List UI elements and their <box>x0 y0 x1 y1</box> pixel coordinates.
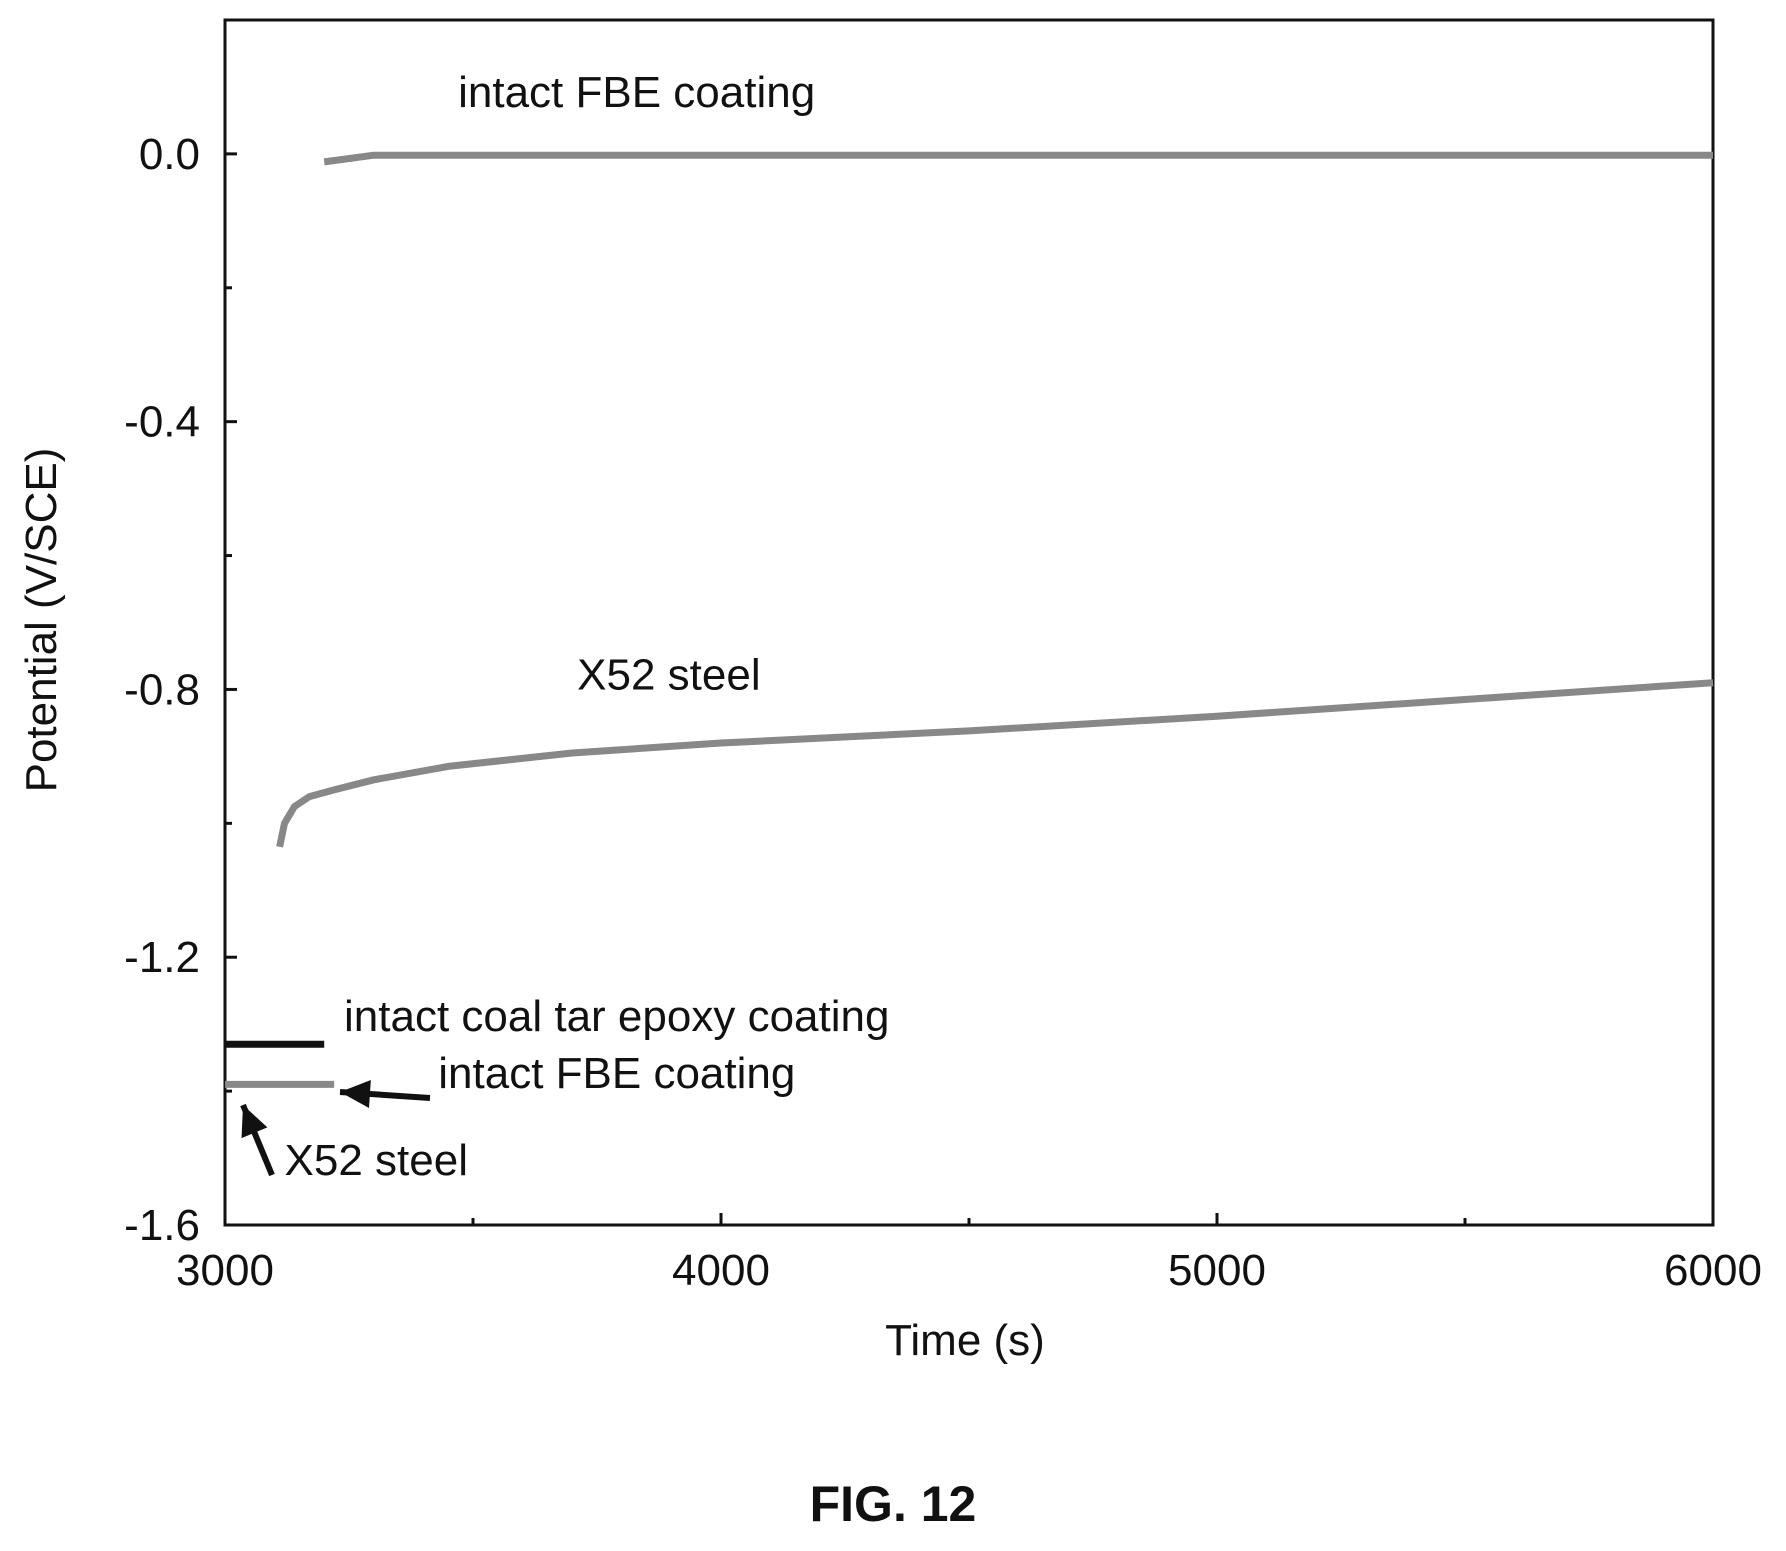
y-tick-label: 0.0 <box>139 130 200 179</box>
y-tick-label: -1.6 <box>124 1201 200 1250</box>
x-tick-label: 6000 <box>1664 1246 1762 1295</box>
annotation-5: X52 steel <box>285 1136 468 1185</box>
plot-border <box>223 18 1715 1227</box>
y-tick-label: -1.2 <box>124 933 200 982</box>
series-line-2 <box>276 679 1714 848</box>
figure-label: FIG. 12 <box>809 1476 977 1532</box>
annotation-4: intact FBE coating <box>438 1049 795 1098</box>
plot-frame <box>223 18 1715 1227</box>
y-tick-label: -0.4 <box>124 398 200 447</box>
x-axis-label: Time (s) <box>885 1316 1045 1365</box>
arrow-fbe <box>339 1080 431 1108</box>
annotation-3: intact coal tar epoxy coating <box>344 992 889 1041</box>
x-tick-label: 4000 <box>672 1246 770 1295</box>
annotations: intact FBE coating X52 steel intact coal t… <box>285 68 890 1185</box>
y-axis-label: Potential (V/SCE) <box>17 448 66 793</box>
series-group <box>225 151 1714 1088</box>
y-axis: 0.0 -0.4 -0.8 -1.2 -1.6 <box>124 130 237 1250</box>
x-tick-label: 3000 <box>176 1246 274 1295</box>
x-tick-label: 5000 <box>1168 1246 1266 1295</box>
arrow-fbe-head <box>340 1080 371 1108</box>
arrow-x52 <box>240 1103 275 1177</box>
annotation-1: intact FBE coating <box>458 68 815 117</box>
y-tick-label: -0.8 <box>124 665 200 714</box>
x-axis: 3000 4000 5000 6000 <box>176 1213 1762 1295</box>
arrow-x52-head <box>241 1105 268 1139</box>
annotation-2: X52 steel <box>577 650 760 699</box>
series-line-1 <box>323 151 1713 166</box>
annotation-arrows <box>240 1080 431 1177</box>
